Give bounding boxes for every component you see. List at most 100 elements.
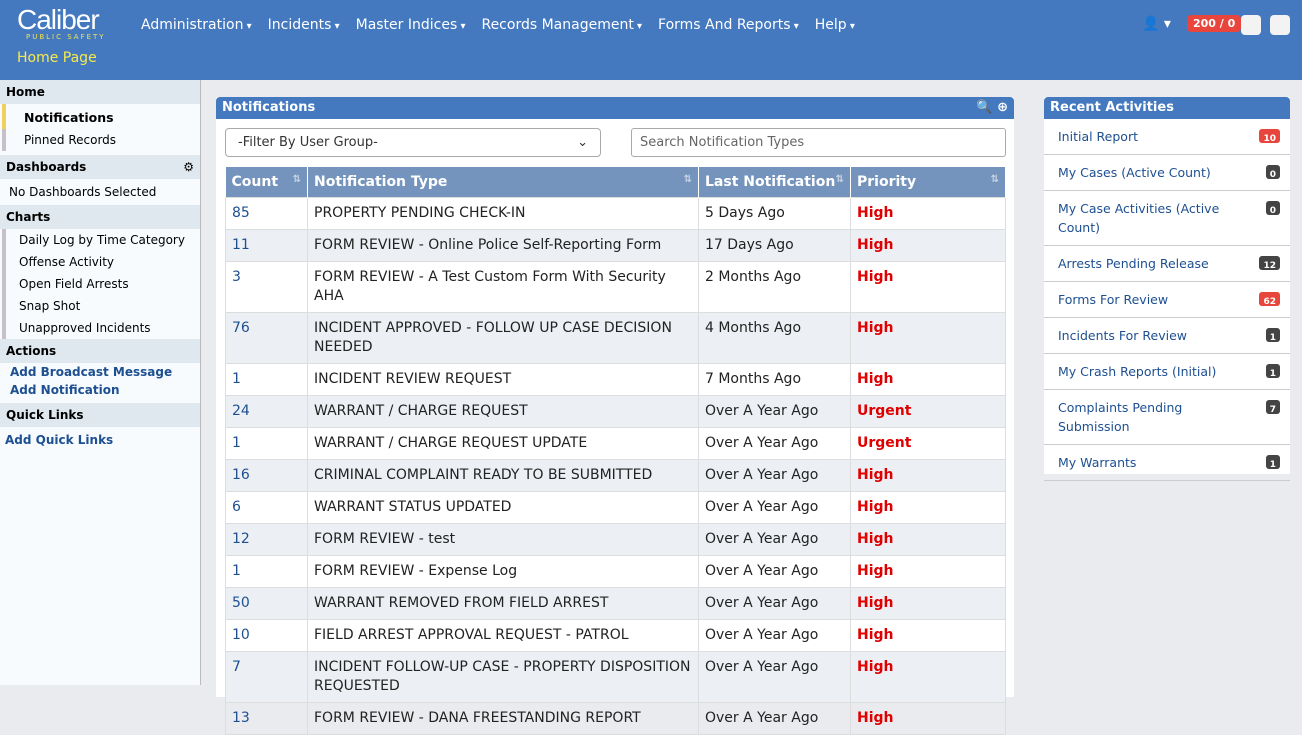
count-cell[interactable]: 1 (225, 426, 308, 460)
counter[interactable]: 200 / 0 (1187, 15, 1242, 32)
nav-item[interactable]: Administration (141, 17, 252, 33)
activity-row[interactable]: My Cases (Active Count) 0 (1044, 155, 1290, 191)
type-cell: WARRANT / CHARGE REQUEST (307, 394, 699, 428)
table-row[interactable]: 11 FORM REVIEW - Online Police Self-Repor… (225, 228, 1006, 262)
table-row[interactable]: 1 INCIDENT REVIEW REQUEST 7 Months Ago High (225, 362, 1006, 396)
priority-cell: High (850, 650, 1006, 703)
activity-label[interactable]: Initial Report (1058, 129, 1138, 144)
count-cell[interactable]: 6 (225, 490, 308, 524)
count-cell[interactable]: 76 (225, 311, 308, 364)
table-row[interactable]: 3 FORM REVIEW - A Test Custom Form With S… (225, 260, 1006, 313)
column-title: Notification Type (314, 173, 448, 190)
panel-icons[interactable]: 🔍 ⊕ (976, 100, 1008, 115)
action-link[interactable]: Add Quick Links (5, 433, 114, 447)
count-cell[interactable]: 11 (225, 228, 308, 262)
activity-row[interactable]: Initial Report 10 (1044, 119, 1290, 155)
count-cell[interactable]: 7 (225, 650, 308, 703)
table-row[interactable]: 50 WARRANT REMOVED FROM FIELD ARREST Over … (225, 586, 1006, 620)
side-item[interactable]: Notifications (2, 104, 200, 129)
date-cell: Over A Year Ago (698, 426, 851, 460)
count-cell[interactable]: 13 (225, 701, 308, 735)
activity-row[interactable]: Forms For Review 62 (1044, 282, 1290, 318)
activity-row[interactable]: My Warrants 1 (1044, 445, 1290, 481)
table-row[interactable]: 1 WARRANT / CHARGE REQUEST UPDATE Over A Y… (225, 426, 1006, 460)
count-cell[interactable]: 12 (225, 522, 308, 556)
side-item[interactable]: Daily Log by Time Category (2, 229, 200, 251)
activity-row[interactable]: My Crash Reports (Initial) 1 (1044, 354, 1290, 390)
panel-header: Recent Activities (1044, 97, 1290, 119)
table-row[interactable]: 6 WARRANT STATUS UPDATED Over A Year Ago Hi… (225, 490, 1006, 524)
panel-header: Notifications 🔍 ⊕ (216, 97, 1014, 119)
priority-cell: High (850, 490, 1006, 524)
type-cell: FIELD ARREST APPROVAL REQUEST - PATROL (307, 618, 699, 652)
side-item[interactable]: Unapproved Incidents (2, 317, 200, 339)
table-row[interactable]: 7 INCIDENT FOLLOW-UP CASE - PROPERTY DISP… (225, 650, 1006, 703)
priority-cell: Urgent (850, 426, 1006, 460)
date-cell: Over A Year Ago (698, 701, 851, 735)
sort-icon[interactable]: ⇅ (835, 173, 844, 185)
user-menu[interactable]: 👤 ▾ (1142, 16, 1171, 32)
count-cell[interactable]: 16 (225, 458, 308, 492)
activity-row[interactable]: My Case Activities (Active Count) 0 (1044, 191, 1290, 246)
date-cell: Over A Year Ago (698, 522, 851, 556)
filter-select[interactable]: -Filter By User Group- ⌄ (225, 128, 601, 157)
activity-label[interactable]: Incidents For Review (1058, 328, 1187, 343)
page: Caliber PUBLIC SAFETY Home Page Administ… (0, 0, 1302, 685)
activity-label[interactable]: My Crash Reports (Initial) (1058, 364, 1217, 379)
count-cell[interactable]: 3 (225, 260, 308, 313)
type-cell: FORM REVIEW - A Test Custom Form With Se… (307, 260, 699, 313)
side-item[interactable]: Snap Shot (2, 295, 200, 317)
table-row[interactable]: 12 FORM REVIEW - test Over A Year Ago High (225, 522, 1006, 556)
nav-item[interactable]: Incidents (268, 17, 340, 33)
priority-cell: High (850, 260, 1006, 313)
activity-label[interactable]: My Warrants (1058, 455, 1137, 470)
activity-label[interactable]: My Case Activities (Active Count) (1058, 201, 1220, 235)
sort-icon[interactable]: ⇅ (990, 173, 999, 185)
activity-row[interactable]: Arrests Pending Release 12 (1044, 246, 1290, 282)
column-header[interactable]: Last Notification ⇅ (698, 167, 851, 197)
count-cell[interactable]: 10 (225, 618, 308, 652)
count-cell[interactable]: 24 (225, 394, 308, 428)
action-link[interactable]: Add Notification (10, 383, 120, 397)
type-cell: INCIDENT APPROVED - FOLLOW UP CASE DECIS… (307, 311, 699, 364)
table-row[interactable]: 13 FORM REVIEW - DANA FREESTANDING REPORT… (225, 701, 1006, 735)
table-row[interactable]: 85 PROPERTY PENDING CHECK-IN 5 Days Ago Hig… (225, 196, 1006, 230)
table-row[interactable]: 16 CRIMINAL COMPLAINT READY TO BE SUBMITT… (225, 458, 1006, 492)
table-row[interactable]: 1 FORM REVIEW - Expense Log Over A Year Ag… (225, 554, 1006, 588)
logo[interactable]: Caliber (17, 4, 100, 35)
count-cell[interactable]: 1 (225, 554, 308, 588)
table-row[interactable]: 76 INCIDENT APPROVED - FOLLOW UP CASE DEC… (225, 311, 1006, 364)
date-cell: 7 Months Ago (698, 362, 851, 396)
settings-button[interactable] (1241, 15, 1261, 35)
activity-row[interactable]: Complaints Pending Submission 7 (1044, 390, 1290, 445)
nav-item[interactable]: Master Indices (356, 17, 466, 33)
type-cell: INCIDENT FOLLOW-UP CASE - PROPERTY DISPO… (307, 650, 699, 703)
activity-label[interactable]: Complaints Pending Submission (1058, 400, 1183, 434)
sort-icon[interactable]: ⇅ (292, 173, 301, 185)
side-item[interactable]: Pinned Records (2, 129, 200, 151)
type-cell: PROPERTY PENDING CHECK-IN (307, 196, 699, 230)
action-link[interactable]: Add Broadcast Message (10, 365, 173, 379)
table-row[interactable]: 10 FIELD ARREST APPROVAL REQUEST - PATROL… (225, 618, 1006, 652)
sort-icon[interactable]: ⇅ (683, 173, 692, 185)
table-row[interactable]: 24 WARRANT / CHARGE REQUEST Over A Year Ag… (225, 394, 1006, 428)
activity-label[interactable]: Forms For Review (1058, 292, 1169, 307)
gear-icon[interactable]: ⚙ (183, 160, 194, 174)
logout-button[interactable] (1270, 15, 1290, 35)
column-header[interactable]: Notification Type ⇅ (307, 167, 699, 197)
activity-badge: 12 (1259, 256, 1280, 271)
nav-item[interactable]: Records Management (481, 17, 642, 33)
count-cell[interactable]: 1 (225, 362, 308, 396)
nav-item[interactable]: Forms And Reports (658, 17, 799, 33)
nav-item[interactable]: Help (815, 17, 855, 33)
side-item[interactable]: Offense Activity (2, 251, 200, 273)
column-header[interactable]: Count ⇅ (225, 167, 308, 197)
activity-label[interactable]: My Cases (Active Count) (1058, 165, 1211, 180)
count-cell[interactable]: 50 (225, 586, 308, 620)
count-cell[interactable]: 85 (225, 196, 308, 230)
activity-row[interactable]: Incidents For Review 1 (1044, 318, 1290, 354)
search-input[interactable]: Search Notification Types (631, 128, 1006, 157)
column-header[interactable]: Priority ⇅ (850, 167, 1006, 197)
activity-label[interactable]: Arrests Pending Release (1058, 256, 1209, 271)
side-item[interactable]: Open Field Arrests (2, 273, 200, 295)
